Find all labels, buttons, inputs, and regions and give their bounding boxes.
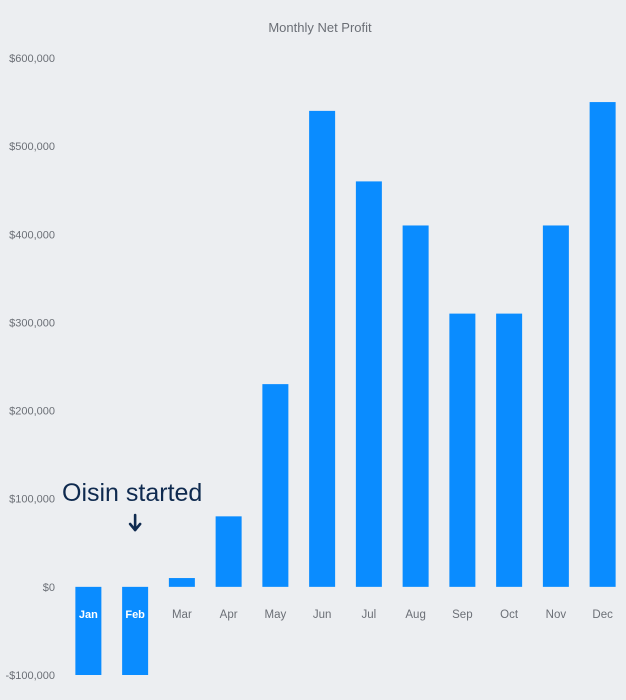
bar-jul [355, 181, 382, 587]
y-tick-label: $300,000 [9, 317, 55, 329]
bars-group [75, 102, 616, 675]
x-tick-label: Oct [500, 609, 519, 621]
y-tick-label: $200,000 [9, 406, 55, 418]
y-tick-label: -$100,000 [5, 670, 55, 682]
bar-aug [402, 225, 429, 587]
y-tick-label: $400,000 [9, 229, 55, 241]
x-tick-label: Feb [125, 609, 145, 621]
x-tick-label: May [265, 609, 287, 621]
bar-jan [75, 586, 102, 675]
y-tick-label: $600,000 [9, 53, 55, 65]
bar-nov [542, 225, 569, 587]
bar-apr [215, 516, 242, 587]
x-tick-label: Dec [592, 609, 613, 621]
y-tick-label: $500,000 [9, 141, 55, 153]
chart-title: Monthly Net Profit [268, 20, 372, 35]
bar-oct [496, 313, 523, 587]
down-arrow-icon [128, 513, 142, 532]
x-tick-label: Nov [546, 609, 567, 621]
x-tick-label: Aug [405, 609, 425, 621]
annotation-group: Oisin started [62, 479, 202, 532]
x-tick-label: Mar [172, 609, 192, 621]
bar-dec [589, 102, 616, 587]
x-tick-label: Apr [220, 609, 238, 621]
annotation-text: Oisin started [62, 479, 202, 507]
y-tick-label: $0 [43, 582, 55, 594]
bar-sep [449, 313, 476, 587]
x-tick-label: Jan [79, 609, 98, 621]
x-tick-label: Jul [362, 609, 377, 621]
bar-jun [309, 110, 336, 587]
x-tick-label: Jun [313, 609, 332, 621]
y-tick-label: $100,000 [9, 494, 55, 506]
bar-may [262, 384, 289, 587]
y-axis: -$100,000 $0 $100,000 $200,000 $300,000 $400,… [5, 53, 55, 682]
bar-feb [122, 586, 149, 675]
bar-mar [168, 578, 195, 587]
x-axis: Jan Feb Mar Apr May Jun Jul Aug Sep Oct Nov Dec [79, 609, 613, 621]
x-tick-label: Sep [452, 609, 472, 621]
